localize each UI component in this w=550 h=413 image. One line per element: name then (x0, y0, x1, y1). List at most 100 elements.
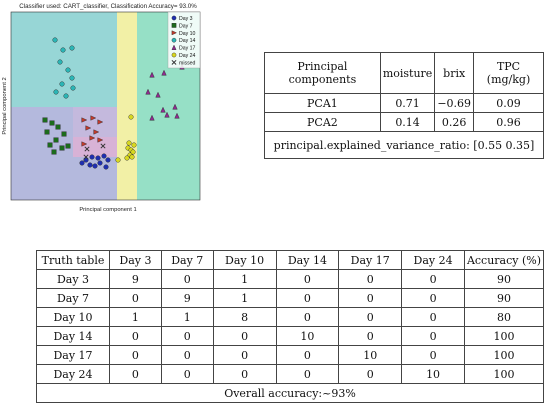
legend-marker (171, 59, 177, 65)
legend-label: Day 10 (179, 31, 196, 37)
header-cell: brix (434, 52, 475, 94)
table-cell: Day 3 (36, 269, 110, 289)
data-point (90, 115, 97, 121)
data-point (101, 153, 107, 159)
data-point (103, 164, 109, 170)
table-cell: 0 (338, 364, 403, 384)
data-point (115, 157, 121, 163)
table-cell: 0 (212, 364, 277, 384)
y-axis-label: Principal component 2 (2, 77, 8, 134)
data-point (164, 111, 170, 118)
data-point (145, 88, 151, 95)
table-cell: PCA1 (264, 93, 381, 113)
data-point (129, 154, 135, 160)
legend-label: Day 7 (179, 23, 193, 29)
header-cell: Principal components (264, 52, 381, 94)
confusion-matrix-table: Truth table Day 3 Day 7 Day 10 Day 14 Day 17 D… (36, 250, 544, 403)
table-cell: 8 (212, 307, 277, 327)
table-cell: 80 (464, 307, 544, 327)
data-point (95, 155, 101, 161)
table-cell: 0 (275, 307, 340, 327)
data-point (105, 157, 111, 163)
data-point (63, 93, 69, 99)
data-point (92, 163, 98, 169)
table-cell: 0.71 (379, 93, 436, 113)
truth-table-header: Truth table Day 3 Day 7 Day 10 Day 14 Day 17 D… (36, 250, 544, 270)
table-cell: 0 (401, 307, 465, 327)
data-point (97, 119, 104, 125)
data-point (55, 124, 61, 130)
table-cell: 0 (160, 345, 214, 365)
table-cell: 0 (401, 269, 465, 289)
table-cell: 10 (401, 364, 465, 384)
table-cell: 0 (109, 288, 162, 308)
data-point (161, 69, 167, 76)
region-day10-lower (73, 137, 117, 157)
legend-label: missed (179, 60, 196, 66)
header-cell: Day 3 (109, 250, 162, 270)
legend-marker (171, 37, 177, 43)
table-cell: Day 10 (36, 307, 110, 327)
data-point (128, 114, 134, 120)
data-point (44, 129, 50, 135)
table-cell: 0 (275, 288, 340, 308)
table-cell: 90 (464, 288, 544, 308)
data-point (85, 125, 92, 131)
table-cell: 0 (275, 269, 340, 289)
data-point (65, 67, 71, 73)
missed-point (84, 146, 90, 152)
table-cell: 0 (338, 326, 403, 346)
legend-label: Day 24 (179, 53, 196, 59)
data-point (53, 89, 59, 95)
table-cell: 1 (212, 288, 277, 308)
table-cell: 0 (109, 364, 162, 384)
table-cell: 90 (464, 269, 544, 289)
region-day7 (11, 107, 73, 200)
table-cell: 10 (338, 345, 403, 365)
data-point (69, 45, 75, 51)
table-cell: Day 14 (36, 326, 110, 346)
table-cell: −0.69 (434, 93, 475, 113)
table-cell: PCA2 (264, 112, 381, 132)
table-cell: 0 (275, 364, 340, 384)
overall-accuracy: Overall accuracy:~93% (36, 383, 544, 403)
table-cell: 1 (109, 307, 162, 327)
data-point (172, 103, 178, 110)
data-point (81, 117, 88, 123)
table-row: PCA2 0.14 0.26 0.96 (264, 112, 544, 132)
plot-frame (10, 11, 201, 201)
legend-label: Day 14 (179, 38, 196, 44)
header-cell: Day 10 (212, 250, 277, 270)
header-cell: Day 17 (338, 250, 403, 270)
data-point (155, 91, 161, 98)
header-cell: Truth table (36, 250, 110, 270)
data-point (149, 71, 155, 78)
legend-label: Day 3 (179, 16, 193, 22)
legend-label: Day 17 (179, 46, 196, 52)
table-cell: 0.96 (473, 112, 544, 132)
data-point (149, 114, 155, 121)
table-cell: 100 (464, 364, 544, 384)
table-cell: 0 (401, 326, 465, 346)
table-cell: 0 (212, 326, 277, 346)
data-point (60, 47, 66, 53)
data-point (53, 137, 59, 143)
data-point (93, 129, 100, 135)
data-point (124, 155, 130, 161)
variance-ratio-row: principal.explained_variance_ratio: [0.5… (264, 131, 544, 159)
table-cell: 9 (160, 288, 214, 308)
legend-marker (171, 44, 177, 50)
data-point (160, 106, 166, 113)
table-cell: 0 (160, 364, 214, 384)
header-cell: Day 7 (160, 250, 214, 270)
data-point (81, 141, 88, 147)
pca-scatter-plot: Classifier used: CART_classifier, Classi… (0, 0, 210, 215)
data-point (49, 120, 55, 126)
data-point (89, 154, 95, 160)
data-point (97, 137, 104, 143)
legend-marker (171, 52, 177, 58)
table-cell: 100 (464, 326, 544, 346)
table-cell: 9 (109, 269, 162, 289)
table-cell: 0 (338, 288, 403, 308)
table-row: Day 17 0 0 0 0 10 0 100 (36, 345, 544, 365)
